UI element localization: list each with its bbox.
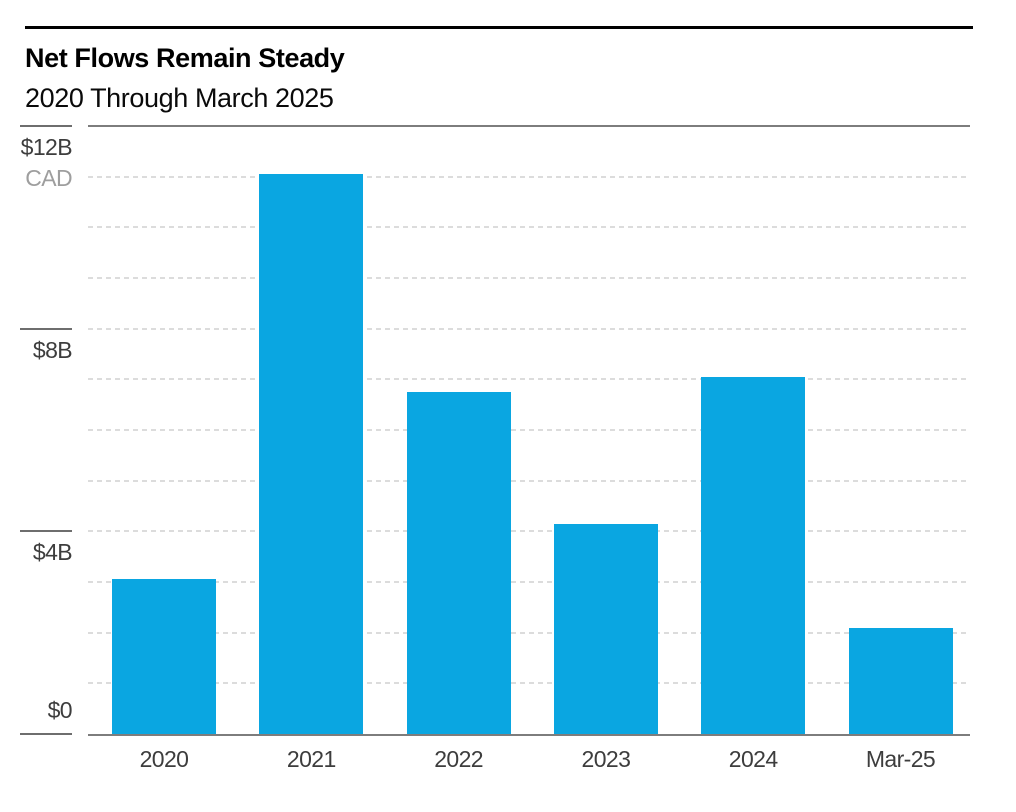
bar-2020 (112, 579, 216, 734)
chart-subtitle: 2020 Through March 2025 (25, 83, 334, 113)
gridline-4b (88, 530, 970, 533)
gridline-2b (88, 631, 970, 634)
x-tick-label-mar-25: Mar-25 (865, 746, 936, 772)
y-tick-label-12b: $12B (20, 134, 73, 160)
plot-area (88, 125, 974, 736)
gridline-5b (88, 479, 970, 482)
x-tick-label-2024: 2024 (728, 746, 778, 772)
gridline-7b (88, 378, 970, 381)
title-top-rule (25, 26, 973, 29)
bar-2023 (553, 523, 658, 734)
y-tick-line-0b (20, 733, 72, 735)
x-tick-label-2021: 2021 (286, 746, 336, 772)
x-axis: 2020 2021 2022 2023 2024 Mar-25 (88, 734, 974, 794)
gridline-11b (88, 175, 970, 178)
y-tick-label-8b: $8B (32, 336, 73, 363)
plot-top-gridline (88, 125, 970, 127)
y-tick-label-4b: $4B (32, 539, 73, 566)
bar-2024 (701, 376, 806, 734)
y-tick-line-4b (20, 530, 72, 533)
y-axis-unit-label: CAD (25, 165, 72, 191)
gridline-1b (88, 682, 970, 685)
gridline-6b (88, 429, 970, 431)
bar-mar-25 (848, 627, 953, 734)
x-tick-label-2022: 2022 (434, 746, 483, 772)
bar-2022 (406, 392, 511, 734)
gridline-3b (88, 581, 970, 583)
x-tick-label-2023: 2023 (581, 746, 631, 772)
x-axis-baseline (88, 734, 970, 736)
y-tick-line-12b (20, 125, 72, 127)
bar-2021 (259, 174, 364, 734)
gridline-8b (88, 327, 970, 330)
y-tick-line-8b (20, 327, 72, 330)
gridline-10b (88, 226, 970, 229)
x-tick-label-2020: 2020 (139, 746, 189, 772)
gridline-9b (88, 277, 970, 279)
y-tick-label-0b: $0 (47, 697, 73, 723)
chart-title: Net Flows Remain Steady (25, 43, 345, 73)
y-axis: $12B $8B $4B $0 CAD (0, 125, 88, 735)
